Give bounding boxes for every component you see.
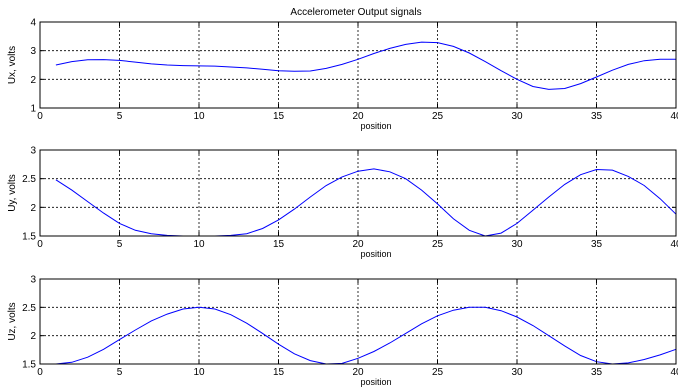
- figure-title: Accelerometer Output signals: [290, 7, 421, 18]
- x-tick-label: 35: [591, 239, 603, 250]
- x-tick-label: 5: [117, 239, 123, 250]
- plot-area: [40, 279, 676, 364]
- x-tick-label: 25: [432, 111, 444, 122]
- y-tick-label: 1.5: [22, 360, 36, 371]
- x-tick-label: 30: [511, 239, 523, 250]
- x-tick-label: 25: [432, 367, 444, 378]
- x-tick-label: 35: [591, 367, 603, 378]
- y-tick-label: 2.5: [22, 174, 36, 185]
- y-axis-label: Uz, volts: [7, 302, 18, 340]
- x-tick-label: 15: [273, 239, 285, 250]
- y-tick-label: 3: [30, 146, 36, 157]
- y-axis-label: Ux, volts: [7, 46, 18, 84]
- y-tick-label: 3: [30, 275, 36, 286]
- x-tick-label: 15: [273, 111, 285, 122]
- y-tick-label: 2.5: [22, 303, 36, 314]
- series-line: [55, 41, 676, 90]
- x-tick-label: 20: [352, 367, 364, 378]
- plot-area: [40, 150, 676, 236]
- y-tick-label: 1: [30, 104, 36, 115]
- y-axis-label: Uy, volts: [7, 174, 18, 212]
- x-axis-label: position: [360, 121, 391, 131]
- series-line: [55, 168, 677, 237]
- y-tick-label: 1.5: [22, 232, 36, 243]
- x-tick-label: 40: [670, 111, 678, 122]
- x-tick-label: 10: [193, 239, 205, 250]
- x-tick-label: 15: [273, 367, 285, 378]
- y-tick-label: 4: [30, 18, 36, 29]
- x-tick-label: 20: [352, 239, 364, 250]
- x-tick-label: 5: [117, 111, 123, 122]
- y-tick-label: 2: [30, 203, 36, 214]
- x-tick-label: 0: [37, 239, 43, 250]
- x-tick-label: 10: [193, 367, 205, 378]
- series-line: [55, 306, 677, 365]
- x-tick-label: 25: [432, 239, 444, 250]
- x-tick-label: 40: [670, 239, 678, 250]
- plot-area: [40, 22, 676, 108]
- x-axis-label: position: [360, 377, 391, 387]
- y-tick-label: 3: [30, 46, 36, 57]
- x-tick-label: 10: [193, 111, 205, 122]
- subplot-ux: 0 5 10 15 20 25 30 35 40 1 2 3 4 position Ux, volts: [7, 18, 678, 132]
- x-tick-label: 40: [670, 367, 678, 378]
- x-tick-label: 35: [591, 111, 603, 122]
- subplot-panels: 05101520253035401234positionUx, volts051…: [7, 18, 678, 388]
- y-tick-label: 2: [30, 331, 36, 342]
- x-tick-label: 30: [511, 111, 523, 122]
- x-axis-label: position: [360, 249, 391, 259]
- x-tick-label: 5: [117, 367, 123, 378]
- x-tick-label: 30: [511, 367, 523, 378]
- subplot-uy: 0 5 10 15 20 25 30 35 40 1.5 2 2.5 3 position Uy, volt…: [7, 146, 678, 260]
- x-tick-label: 0: [37, 111, 43, 122]
- subplot-uz: 0 5 10 15 20 25 30 35 40 1.5 2 2.5 3 position Uz, volt…: [7, 275, 678, 388]
- y-tick-label: 2: [30, 75, 36, 86]
- x-tick-label: 0: [37, 367, 43, 378]
- x-tick-label: 20: [352, 111, 364, 122]
